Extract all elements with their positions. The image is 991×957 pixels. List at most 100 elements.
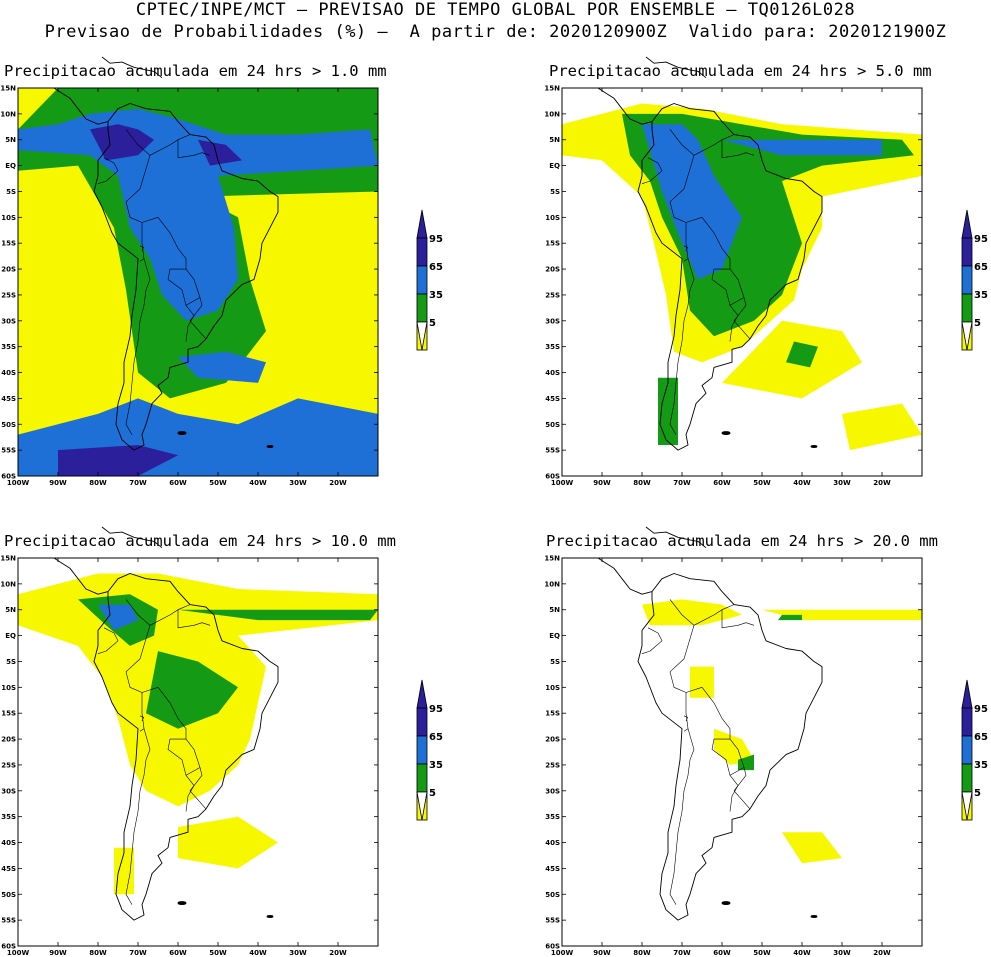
- lat-label: 30S: [545, 787, 560, 795]
- legend-swatch: [416, 707, 428, 737]
- prob-area-c35: [658, 377, 678, 445]
- axis-ticks: 15N 10N 5N EQ 5S 10S 15S 20S 25S 30S 35S 40S 45S 50S 5…: [0, 555, 378, 957]
- legend-swatch: [961, 763, 973, 793]
- country-border: [149, 134, 191, 156]
- country-border: [729, 775, 739, 812]
- map-panel-2: 15N 10N 5N EQ 5S 10S 15S 20S 25S 30S 35S 40S 45S 50S 5…: [544, 56, 934, 487]
- probability-field: [18, 88, 378, 476]
- legend-label: 65: [429, 262, 443, 273]
- lat-label: 5S: [550, 188, 560, 196]
- legend-label: 5: [974, 318, 981, 329]
- legend-swatch: [416, 735, 428, 765]
- lat-label: 10N: [544, 580, 560, 588]
- lon-label: 100W: [7, 479, 30, 487]
- country-border: [97, 627, 119, 654]
- legend-label: 35: [429, 760, 443, 771]
- legend-swatch: [416, 763, 428, 793]
- lat-label: 20S: [1, 266, 16, 274]
- coastlines: [594, 56, 823, 451]
- map-panel-1: 15N 10N 5N EQ 5S 10S 15S 20S 25S 30S 35S 40S 45S 50S 5…: [0, 56, 390, 487]
- prob-area-c5: [690, 666, 714, 698]
- lat-label: 5N: [549, 606, 560, 614]
- lon-label: 70W: [673, 479, 691, 487]
- lon-label: 40W: [793, 949, 811, 957]
- axis-ticks: 15N 10N 5N EQ 5S 10S 15S 20S 25S 30S 35S 40S 45S 50S 5…: [0, 85, 378, 487]
- lat-label: 5N: [5, 136, 16, 144]
- lat-label: EQ: [549, 162, 560, 170]
- lat-label: 50S: [545, 891, 560, 899]
- probability-field: [642, 599, 922, 864]
- lat-label: 25S: [545, 291, 560, 299]
- prob-area-c65: [178, 351, 266, 383]
- lake: [139, 245, 144, 252]
- lon-label: 70W: [129, 479, 147, 487]
- lat-label: 15N: [0, 85, 16, 93]
- lat-label: 45S: [1, 395, 16, 403]
- main-title: CPTEC/INPE/MCT – PREVISAO DE TEMPO GLOBA…: [135, 0, 856, 20]
- lon-label: 50W: [753, 479, 771, 487]
- lat-label: 15N: [0, 555, 16, 563]
- legend-label: 35: [429, 290, 443, 301]
- country-border: [167, 268, 201, 306]
- legend-swatch: [416, 265, 428, 295]
- lon-label: 50W: [209, 479, 227, 487]
- lon-label: 80W: [89, 479, 107, 487]
- prob-area-c5: [114, 847, 134, 895]
- country-border: [729, 305, 739, 342]
- lake: [683, 245, 688, 252]
- lat-label: 15S: [1, 240, 16, 248]
- legend-label: 5: [429, 788, 436, 799]
- lat-label: 60S: [545, 473, 560, 481]
- lon-label: 60W: [713, 949, 731, 957]
- legend-2: 95 65 35 5: [960, 208, 991, 358]
- map-panel-3: 15N 10N 5N EQ 5S 10S 15S 20S 25S 30S 35S 40S 45S 50S 5…: [0, 526, 390, 957]
- lon-label: 50W: [753, 949, 771, 957]
- lon-label: 30W: [833, 479, 851, 487]
- caribbean-islands: [101, 526, 163, 549]
- lat-label: 10N: [0, 110, 16, 118]
- country-border: [669, 258, 695, 435]
- lat-label: 30S: [1, 317, 16, 325]
- country-border: [185, 305, 195, 342]
- legend-bottom-arrow: [416, 321, 428, 351]
- lat-label: 60S: [1, 943, 16, 951]
- lon-label: 40W: [249, 949, 267, 957]
- lat-label: 35S: [545, 343, 560, 351]
- lat-label: 5N: [5, 606, 16, 614]
- legend-label: 65: [974, 732, 988, 743]
- lat-label: 25S: [1, 291, 16, 299]
- south-america-coast: [637, 573, 823, 921]
- country-border: [97, 157, 119, 184]
- map-frame: [17, 87, 379, 477]
- lon-label: 90W: [593, 949, 611, 957]
- lat-label: 20S: [1, 736, 16, 744]
- lon-label: 100W: [551, 949, 574, 957]
- lat-label: 20S: [545, 266, 560, 274]
- lat-label: EQ: [549, 632, 560, 640]
- lat-label: 15S: [1, 710, 16, 718]
- caribbean-islands: [645, 526, 707, 549]
- lon-label: 20W: [873, 479, 891, 487]
- panel-3-title: Precipitacao acumulada em 24 hrs > 10.0 …: [4, 532, 396, 550]
- falkland-islands: [721, 901, 731, 906]
- lat-label: 10S: [545, 684, 560, 692]
- lat-label: 5N: [549, 136, 560, 144]
- caribbean-islands: [645, 56, 707, 79]
- lat-label: 45S: [545, 865, 560, 873]
- lon-label: 40W: [249, 479, 267, 487]
- lat-label: 25S: [545, 761, 560, 769]
- lon-label: 60W: [169, 479, 187, 487]
- country-border: [167, 738, 201, 776]
- country-border: [693, 604, 735, 626]
- lon-label: 20W: [873, 949, 891, 957]
- lat-label: 15N: [544, 555, 560, 563]
- map-frame: [561, 557, 923, 947]
- legend-swatch: [961, 293, 973, 323]
- legend-label: 5: [974, 788, 981, 799]
- lat-label: 10N: [544, 110, 560, 118]
- probability-field: [18, 573, 378, 895]
- prob-area-c5: [714, 728, 754, 765]
- country-border: [669, 728, 695, 905]
- country-border: [125, 258, 151, 435]
- lon-label: 80W: [633, 479, 651, 487]
